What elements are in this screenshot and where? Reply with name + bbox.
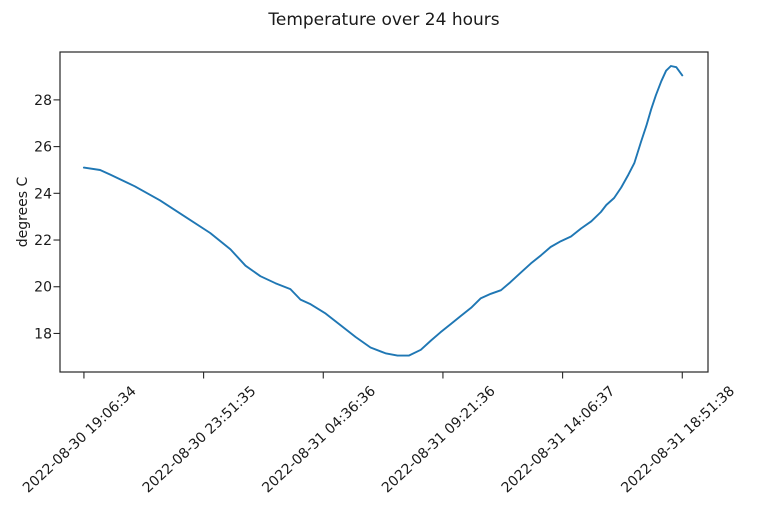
y-tick-label: 20 [34, 280, 52, 296]
chart-title: Temperature over 24 hours [267, 10, 499, 30]
y-tick-label: 22 [34, 233, 52, 249]
plot-area [59, 51, 709, 373]
y-axis-label: degrees C [15, 176, 31, 247]
y-axis: 18 20 22 24 26 28 [34, 93, 60, 342]
x-tick-label: 2022-08-30 19:06:34 [20, 383, 140, 496]
y-tick-label: 24 [34, 186, 52, 202]
y-tick-label: 28 [34, 93, 52, 109]
x-tick-label: 2022-08-31 18:51:38 [618, 383, 738, 496]
x-axis: 2022-08-30 19:06:34 2022-08-30 23:51:35 20… [20, 372, 738, 496]
y-tick-label: 26 [34, 140, 52, 156]
x-tick-label: 2022-08-31 04:36:36 [259, 383, 379, 496]
x-tick-label: 2022-08-30 23:51:35 [140, 383, 260, 496]
temperature-line [82, 65, 684, 357]
y-tick-label: 18 [34, 326, 52, 342]
x-tick-label: 2022-08-31 09:21:36 [379, 383, 499, 496]
x-tick-label: 2022-08-31 14:06:37 [499, 383, 619, 496]
